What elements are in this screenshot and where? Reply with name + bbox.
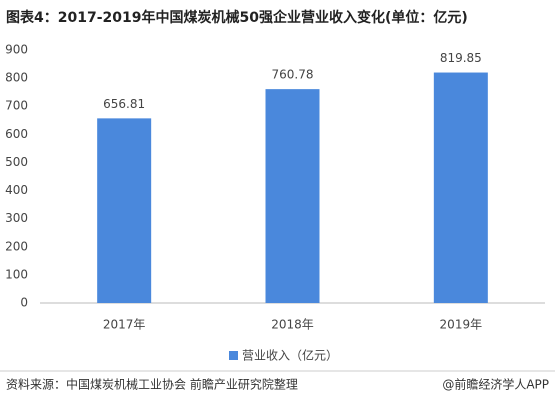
y-tick-label: 100 xyxy=(5,267,28,281)
data-label: 656.81 xyxy=(103,97,145,111)
y-tick-label: 600 xyxy=(5,127,28,141)
credit: @前瞻经济学人APP xyxy=(442,377,549,392)
x-tick-label: 2018年 xyxy=(271,318,314,332)
bar xyxy=(265,89,320,303)
data-label: 819.85 xyxy=(440,51,482,65)
y-tick-label: 500 xyxy=(5,155,28,169)
y-tick-label: 200 xyxy=(5,239,28,253)
y-tick-label: 800 xyxy=(5,71,28,85)
x-tick-label: 2019年 xyxy=(440,318,483,332)
y-tick-label: 300 xyxy=(5,211,28,225)
bar xyxy=(433,72,488,303)
chart-title: 图表4：2017-2019年中国煤炭机械50强企业营业收入变化(单位：亿元) xyxy=(6,9,468,26)
legend-label: 营业收入（亿元） xyxy=(242,348,338,363)
y-tick-label: 400 xyxy=(5,183,28,197)
y-tick-label: 700 xyxy=(5,99,28,113)
y-tick-label: 900 xyxy=(5,43,28,57)
source: 资料来源：中国煤炭机械工业协会 前瞻产业研究院整理 xyxy=(6,377,298,392)
legend-swatch xyxy=(229,351,238,360)
data-label: 760.78 xyxy=(272,68,314,82)
y-tick-label: 0 xyxy=(20,296,28,310)
x-tick-label: 2017年 xyxy=(103,318,146,332)
bar xyxy=(97,118,152,304)
